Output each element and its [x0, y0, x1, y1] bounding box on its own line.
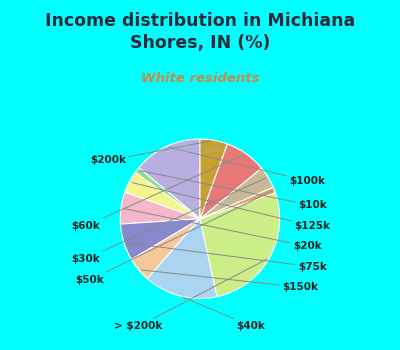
Text: Income distribution in Michiana
Shores, IN (%): Income distribution in Michiana Shores, … — [45, 12, 355, 52]
Text: $10k: $10k — [140, 170, 327, 210]
Text: $60k: $60k — [71, 155, 244, 231]
Wedge shape — [200, 168, 273, 219]
Text: $50k: $50k — [75, 191, 272, 285]
Text: $100k: $100k — [169, 147, 325, 186]
Text: White residents: White residents — [141, 72, 259, 85]
Text: $150k: $150k — [142, 270, 318, 292]
Text: $30k: $30k — [71, 178, 266, 264]
Wedge shape — [125, 173, 200, 219]
Text: $200k: $200k — [90, 141, 211, 166]
Wedge shape — [200, 187, 275, 219]
Text: $40k: $40k — [182, 297, 266, 331]
Text: $20k: $20k — [124, 209, 322, 251]
Wedge shape — [200, 193, 280, 296]
Wedge shape — [135, 168, 200, 219]
Wedge shape — [120, 192, 200, 224]
Wedge shape — [132, 219, 200, 279]
Wedge shape — [120, 219, 200, 259]
Wedge shape — [200, 144, 262, 219]
Wedge shape — [147, 219, 217, 299]
Text: > $200k: > $200k — [114, 259, 267, 331]
Text: $75k: $75k — [127, 243, 327, 272]
Text: $125k: $125k — [132, 183, 330, 231]
Wedge shape — [200, 139, 227, 219]
Wedge shape — [139, 139, 200, 219]
Text: CityData.com: CityData.com — [169, 145, 221, 154]
